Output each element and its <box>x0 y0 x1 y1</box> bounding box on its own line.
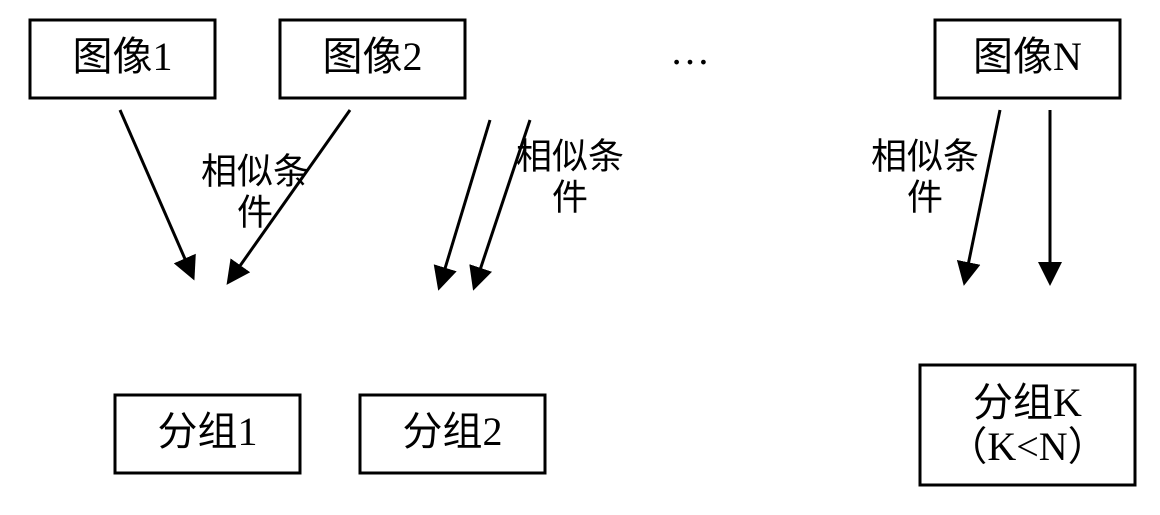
svg-text:相似条: 相似条 <box>871 136 979 176</box>
svg-text:相似条: 相似条 <box>201 151 309 191</box>
node-group-k-label-2: （K<N） <box>947 424 1107 469</box>
node-group-2-label: 分组2 <box>403 409 503 454</box>
edge-label-3: 相似条 件 <box>871 136 979 217</box>
node-image-n-label: 图像N <box>973 34 1082 79</box>
node-image-2: 图像2 <box>280 20 465 98</box>
svg-text:件: 件 <box>907 178 943 218</box>
node-group-k: 分组K （K<N） <box>920 365 1135 485</box>
arrow-1 <box>120 110 192 275</box>
node-image-n: 图像N <box>935 20 1120 98</box>
node-group-2: 分组2 <box>360 395 545 473</box>
node-group-1-label: 分组1 <box>158 409 258 454</box>
svg-text:件: 件 <box>552 178 588 218</box>
node-image-1-label: 图像1 <box>73 34 173 79</box>
node-image-2-label: 图像2 <box>323 34 423 79</box>
node-group-k-label-1: 分组K <box>973 380 1082 425</box>
svg-text:相似条: 相似条 <box>516 136 624 176</box>
diagram-canvas: 图像1 图像2 … 图像N 相似条 件 相似条 件 相似条 件 分组1 分组2 … <box>0 0 1160 515</box>
edge-label-2: 相似条 件 <box>516 136 624 217</box>
node-image-1: 图像1 <box>30 20 215 98</box>
node-group-1: 分组1 <box>115 395 300 473</box>
ellipsis-top: … <box>670 28 710 73</box>
svg-text:件: 件 <box>237 193 273 233</box>
